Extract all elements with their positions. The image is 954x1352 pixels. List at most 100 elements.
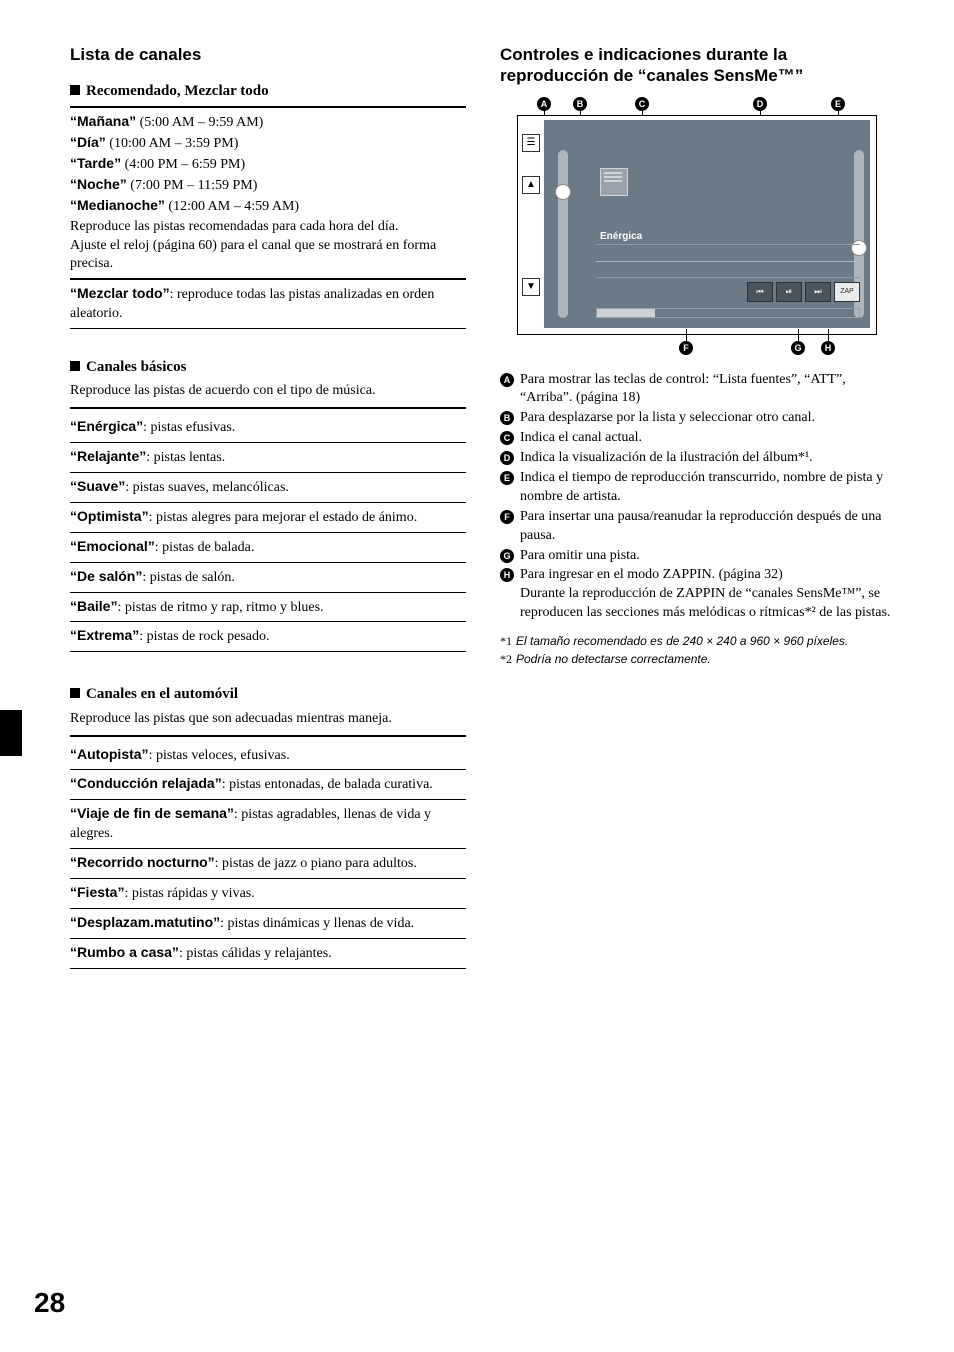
- legend-key: H: [500, 568, 514, 582]
- row-k: “Conducción relajada”: [70, 775, 222, 791]
- device-frame: ☰ ▲ ▼ Enérgica ⏮ ⏯ ⏭ ZAP: [517, 115, 877, 335]
- callout-E: E: [831, 97, 845, 111]
- media-controls: ⏮ ⏯ ⏭ ZAP: [596, 282, 860, 304]
- callout-H: H: [821, 341, 835, 355]
- zap-button[interactable]: ZAP: [834, 282, 860, 302]
- device-screen: Enérgica ⏮ ⏯ ⏭ ZAP: [544, 120, 870, 328]
- callout-G: G: [791, 341, 805, 355]
- table-row: “Desplazam.matutino”: pistas dinámicas y…: [70, 908, 466, 938]
- row-v: : pistas dinámicas y llenas de vida.: [220, 916, 414, 931]
- two-column-layout: Lista de canales Recomendado, Mezclar to…: [70, 44, 894, 973]
- sec1-desc1: Reproduce las pistas recomendadas para c…: [70, 218, 466, 237]
- table-row: “Suave”: pistas suaves, melancólicas.: [70, 472, 466, 502]
- sub-car: Canales en el automóvil: [70, 684, 466, 704]
- left-title: Lista de canales: [70, 44, 466, 67]
- row-v: : pistas rápidas y vivas.: [124, 886, 254, 901]
- up-button[interactable]: ▲: [522, 176, 540, 194]
- legend-item: C Indica el canal actual.: [500, 429, 894, 448]
- legend-text: Para insertar una pausa/reanudar la repr…: [520, 508, 894, 546]
- legend-key: G: [500, 549, 514, 563]
- row-k: “Desplazam.matutino”: [70, 914, 220, 930]
- footnote-key: *1: [500, 633, 512, 649]
- row-v: : pistas efusivas.: [143, 420, 235, 435]
- callout-A: A: [537, 97, 551, 111]
- legend-key: A: [500, 373, 514, 387]
- sec1-desc2: Ajuste el reloj (página 60) para el cana…: [70, 237, 466, 275]
- section-tab: [0, 710, 22, 756]
- down-button[interactable]: ▼: [522, 278, 540, 296]
- row-v: : pistas de salón.: [142, 570, 235, 585]
- callout-line: [828, 329, 829, 341]
- sec1-k0: “Mañana”: [70, 113, 136, 129]
- row-k: “Extrema”: [70, 627, 139, 643]
- row-k: “Baile”: [70, 598, 117, 614]
- row-k: “De salón”: [70, 568, 142, 584]
- row-v: : pistas de balada.: [155, 540, 255, 555]
- page-number: 28: [34, 1284, 65, 1322]
- waveform: [596, 244, 860, 278]
- row-v: : pistas de rock pesado.: [139, 629, 269, 644]
- row-v: : pistas alegres para mejorar el estado …: [149, 510, 418, 525]
- legend-key: F: [500, 510, 514, 524]
- footnotes: *1El tamaño recomendado es de 240 × 240 …: [500, 633, 894, 667]
- callout-C: C: [635, 97, 649, 111]
- channel-scroll[interactable]: [558, 150, 568, 318]
- footnote: *1El tamaño recomendado es de 240 × 240 …: [500, 633, 894, 649]
- sec1-v0: (5:00 AM – 9:59 AM): [136, 115, 263, 130]
- progress-bar[interactable]: [596, 308, 860, 318]
- row-v: : pistas cálidas y relajantes.: [179, 946, 332, 961]
- footnote-text: Podría no detectarse correctamente.: [516, 651, 711, 667]
- sec1-v2: (4:00 PM – 6:59 PM): [121, 157, 245, 172]
- row-k: “Rumbo a casa”: [70, 944, 179, 960]
- sub-basic: Canales básicos: [70, 357, 466, 377]
- legend-item: B Para desplazarse por la lista y selecci…: [500, 409, 894, 428]
- legend-text: Para desplazarse por la lista y seleccio…: [520, 409, 815, 428]
- legend-item: H Para ingresar en el modo ZAPPIN. (págin…: [500, 566, 894, 623]
- sec1-v1: (10:00 AM – 3:59 PM): [106, 136, 239, 151]
- legend-item: GPara omitir una pista.: [500, 547, 894, 566]
- legend-item: A Para mostrar las teclas de control: “Li…: [500, 371, 894, 409]
- legend-text: Indica el tiempo de reproducción transcu…: [520, 469, 894, 507]
- footnote: *2Podría no detectarse correctamente.: [500, 651, 894, 667]
- play-pause-button[interactable]: ⏯: [776, 282, 802, 302]
- row-k: “Relajante”: [70, 448, 146, 464]
- callout-line: [798, 329, 799, 341]
- sec3-block: “Autopista”: pistas veloces, efusivas. “…: [70, 735, 466, 973]
- table-row: “Viaje de fin de semana”: pistas agradab…: [70, 799, 466, 848]
- footnote-key: *2: [500, 651, 512, 667]
- legend-key: C: [500, 431, 514, 445]
- source-list-icon[interactable]: ☰: [522, 134, 540, 152]
- row-k: “Recorrido nocturno”: [70, 854, 215, 870]
- row-k: “Optimista”: [70, 508, 149, 524]
- next-button[interactable]: ⏭: [805, 282, 831, 302]
- legend-key: B: [500, 411, 514, 425]
- sec1-k3: “Noche”: [70, 176, 127, 192]
- row-k: “Autopista”: [70, 746, 149, 762]
- callout-D: D: [753, 97, 767, 111]
- sensme-diagram: A B C D E ☰ ▲ ▼ Enérgica: [517, 97, 877, 359]
- sec1-block: “Mañana” (5:00 AM – 9:59 AM) “Día” (10:0…: [70, 106, 466, 279]
- sec3-intro: Reproduce las pistas que son adecuadas m…: [70, 710, 466, 729]
- table-row: “Optimista”: pistas alegres para mejorar…: [70, 502, 466, 532]
- sec1-k4: “Medianoche”: [70, 197, 165, 213]
- table-row: “Recorrido nocturno”: pistas de jazz o p…: [70, 848, 466, 878]
- table-row: “Emocional”: pistas de balada.: [70, 532, 466, 562]
- row-k: “Viaje de fin de semana”: [70, 805, 234, 821]
- callout-row-bottom: F G H: [517, 337, 877, 359]
- album-art-icon: [600, 168, 628, 196]
- callout-line: [686, 329, 687, 341]
- row-k: “Suave”: [70, 478, 125, 494]
- callout-row-top: A B C D E: [517, 97, 877, 115]
- right-column: Controles e indicaciones durante la repr…: [500, 44, 894, 973]
- row-v: : pistas entonadas, de balada curativa.: [222, 777, 433, 792]
- sec2-intro: Reproduce las pistas de acuerdo con el t…: [70, 382, 466, 401]
- legend-text: Para ingresar en el modo ZAPPIN. (página…: [520, 566, 894, 623]
- sec1-v3: (7:00 PM – 11:59 PM): [127, 178, 258, 193]
- row-v: : pistas de ritmo y rap, ritmo y blues.: [117, 600, 323, 615]
- legend-text: Indica el canal actual.: [520, 429, 642, 448]
- sec1-mix-k: “Mezclar todo”: [70, 285, 170, 301]
- row-v: : pistas lentas.: [146, 450, 225, 465]
- scroll-thumb[interactable]: [555, 184, 571, 200]
- prev-button[interactable]: ⏮: [747, 282, 773, 302]
- legend-text: Para mostrar las teclas de control: “Lis…: [520, 371, 894, 409]
